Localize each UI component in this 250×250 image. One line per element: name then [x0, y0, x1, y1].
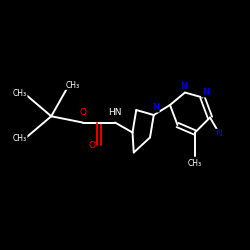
Text: CH₃: CH₃ — [13, 134, 27, 143]
Text: N: N — [216, 129, 222, 138]
Text: CH₃: CH₃ — [13, 89, 27, 98]
Text: O: O — [88, 140, 95, 149]
Text: HN: HN — [108, 108, 122, 117]
Text: N: N — [202, 88, 208, 97]
Text: CH₃: CH₃ — [188, 159, 202, 168]
Text: CH₃: CH₃ — [66, 80, 80, 90]
Text: N: N — [180, 82, 187, 91]
Text: N: N — [152, 103, 159, 112]
Text: O: O — [79, 108, 86, 117]
